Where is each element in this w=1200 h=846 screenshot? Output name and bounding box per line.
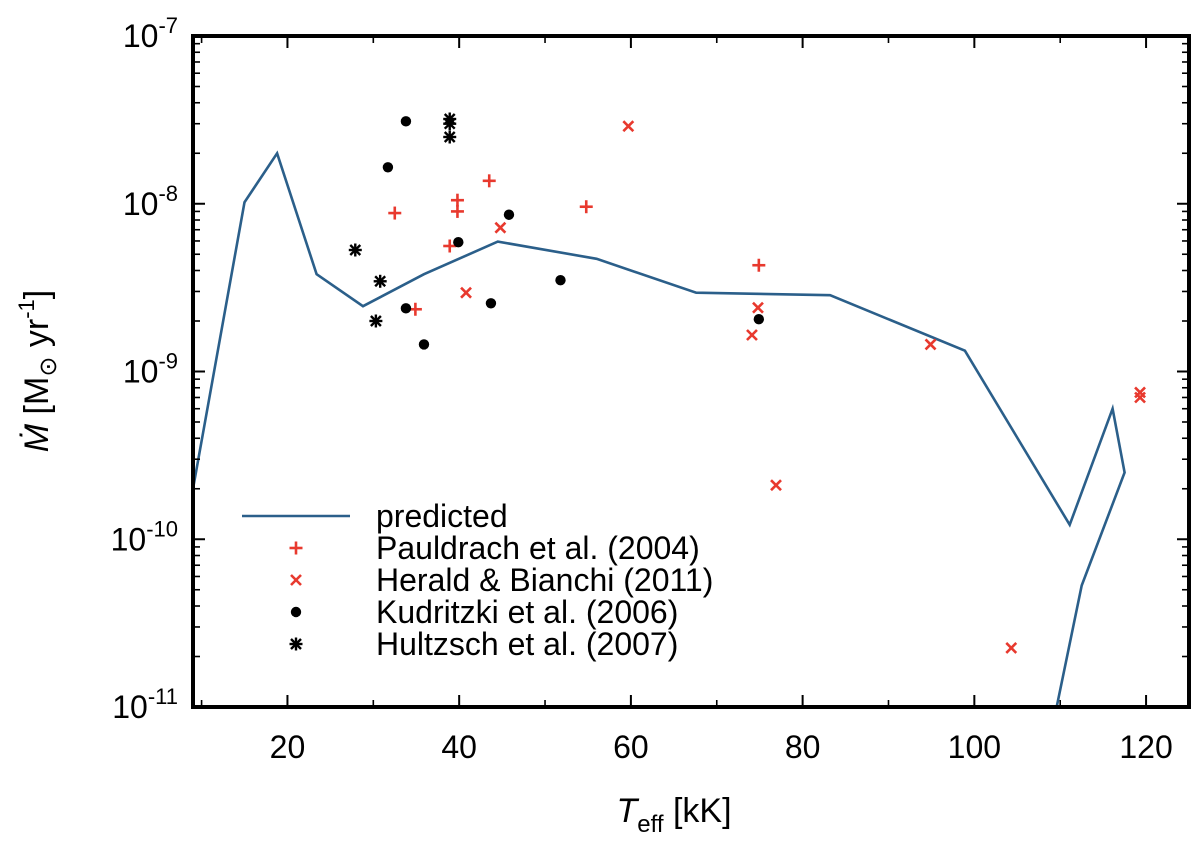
x-tick-label-5: 120	[1119, 729, 1172, 765]
x-axis-title: Teff [kK]	[616, 792, 731, 838]
y-axis-title-unit-exp: -1	[14, 299, 39, 319]
y-tick-label-3: 10-8	[123, 181, 178, 222]
series-4-star-point-0	[348, 243, 362, 257]
axis-ticks: 20 40 60 80 100 120 10-11 10-10 10-9 10-8 10-7	[111, 13, 1189, 765]
series-2-cross-point-3	[746, 329, 758, 341]
series-3-dot-point-0	[382, 162, 394, 173]
series-3-dot-point-4	[453, 236, 464, 248]
legend-sample-dot	[290, 606, 302, 618]
legend-sample-plus	[289, 541, 303, 555]
legend-sample-cross	[290, 574, 302, 586]
x-tick-label-3: 80	[785, 729, 821, 765]
legend-label-1: Pauldrach et al. (2004)	[376, 530, 700, 566]
x-tick-label-2: 60	[613, 729, 649, 765]
series-1-plus-point-6	[579, 200, 593, 214]
plot-area	[193, 112, 1146, 707]
y-tick-label-0: 10-11	[112, 684, 178, 725]
series-1-plus-point-4	[450, 204, 464, 218]
sun-symbol: ⊙	[35, 357, 62, 377]
x-tick-label-1: 40	[441, 729, 477, 765]
series-2-cross-point-6	[924, 338, 937, 351]
series-2-cross-point-5	[770, 479, 782, 492]
series-4-star-point-5	[443, 130, 457, 144]
series-3-dot-point-1	[400, 116, 412, 127]
y-axis-title-unit-mid: yr	[18, 319, 56, 357]
series-2-cross-point-7	[1005, 642, 1018, 654]
series-4-star-point-4	[443, 117, 457, 131]
predicted-line	[193, 150, 1126, 707]
y-tick-label-1: 10-10	[111, 516, 178, 557]
legend-label-4: Hultzsch et al. (2007)	[376, 626, 678, 662]
series-3-dot-point-3	[418, 339, 430, 350]
series-3-dot-point-2	[400, 303, 412, 314]
series-4-star-point-1	[369, 314, 383, 328]
x-tick-label-4: 100	[948, 729, 1001, 765]
y-axis-title-main: Ṁ	[18, 423, 56, 452]
series-4-star-point-2	[373, 274, 387, 288]
y-tick-label-4: 10-7	[123, 13, 178, 54]
series-1-plus-point-3	[450, 193, 464, 207]
series-2-cross-point-2	[622, 120, 635, 133]
series-1-plus-point-2	[443, 239, 457, 253]
series-1-plus-point-0	[388, 206, 402, 220]
series-1-plus-point-5	[482, 174, 496, 188]
x-tick-label-0: 20	[270, 729, 306, 765]
legend-sample-star	[289, 637, 303, 651]
series-3-dot-point-6	[503, 209, 515, 220]
series-1-plus-point-7	[752, 258, 766, 272]
series-2-cross-point-1	[494, 221, 507, 234]
y-axis-title-unit-close: ]	[18, 290, 56, 299]
legend-label-0: predicted	[376, 498, 508, 534]
legend-label-3: Kudritzki et al. (2006)	[376, 594, 678, 630]
x-axis-title-main: T	[616, 792, 639, 830]
series-3-dot-point-8	[753, 314, 765, 325]
x-axis-title-sub: eff	[637, 811, 664, 838]
x-axis-title-unit: [kK]	[664, 792, 732, 830]
series-2-cross-point-4	[752, 301, 764, 314]
series-2-cross-point-9	[1134, 391, 1146, 404]
series-3-dot-point-7	[555, 275, 566, 286]
series-3-dot-point-5	[485, 298, 497, 309]
y-tick-label-2: 10-9	[123, 349, 178, 390]
legend-label-2: Herald & Bianchi (2011)	[376, 562, 713, 598]
y-axis-title: Ṁ [M⊙ yr-1]	[14, 290, 62, 452]
y-axis-title-unit-open: [M	[18, 377, 56, 424]
series-2-cross-point-0	[460, 286, 472, 299]
